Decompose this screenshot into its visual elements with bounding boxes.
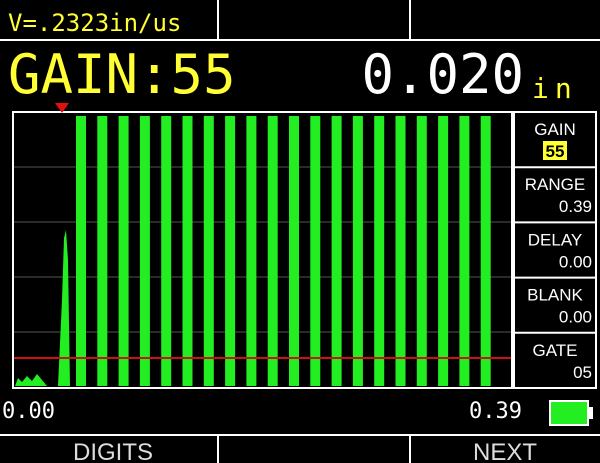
- echo: [459, 116, 470, 386]
- echo: [310, 116, 321, 386]
- echo: [118, 116, 129, 386]
- first-echo: [58, 230, 70, 386]
- echo: [246, 116, 257, 386]
- param-label: RANGE: [525, 175, 585, 194]
- battery: [549, 400, 589, 426]
- param-value: 0.00: [559, 308, 592, 327]
- plot-frame: [12, 111, 513, 389]
- echo: [182, 116, 193, 386]
- battery-tip: [588, 407, 593, 419]
- echo: [139, 116, 150, 386]
- echo: [225, 116, 236, 386]
- param-label: GAIN: [534, 120, 576, 139]
- echo: [480, 116, 491, 386]
- range-start: 0.00: [2, 399, 55, 424]
- echo: [374, 116, 385, 386]
- gate-marker: [55, 103, 69, 113]
- param-value: 0.00: [559, 252, 592, 271]
- noise: [15, 374, 47, 386]
- param-label: DELAY: [528, 230, 583, 249]
- echo: [395, 116, 406, 386]
- param-value: 55: [546, 142, 565, 161]
- softkey[interactable]: NEXT: [473, 439, 537, 463]
- echo: [267, 116, 278, 386]
- velocity: V=.2323in/us: [8, 9, 181, 37]
- sidebar: GAIN 55 RANGE 0.39 DELAY 0.00 BLANK 0.00 GATE 05: [513, 111, 597, 389]
- param-value: 0.39: [559, 197, 592, 216]
- echo: [438, 116, 449, 386]
- echo: [76, 116, 86, 386]
- param-label: BLANK: [527, 286, 583, 305]
- range-end: 0.39: [469, 399, 522, 424]
- echo: [331, 116, 342, 386]
- echo: [289, 116, 299, 386]
- param-value: 05: [573, 363, 592, 382]
- thickness-reading: 0.020: [361, 43, 524, 106]
- a-scan: [12, 111, 513, 389]
- gain-readout: GAIN:55: [8, 43, 236, 106]
- highlight: [543, 141, 567, 160]
- echo: [416, 116, 427, 386]
- softkey[interactable]: DIGITS: [73, 439, 153, 463]
- echo: [161, 116, 172, 386]
- echo: [203, 116, 214, 386]
- unit: in: [532, 72, 578, 105]
- echo: [97, 116, 108, 386]
- echo: [352, 116, 363, 386]
- param-label: GATE: [532, 341, 577, 360]
